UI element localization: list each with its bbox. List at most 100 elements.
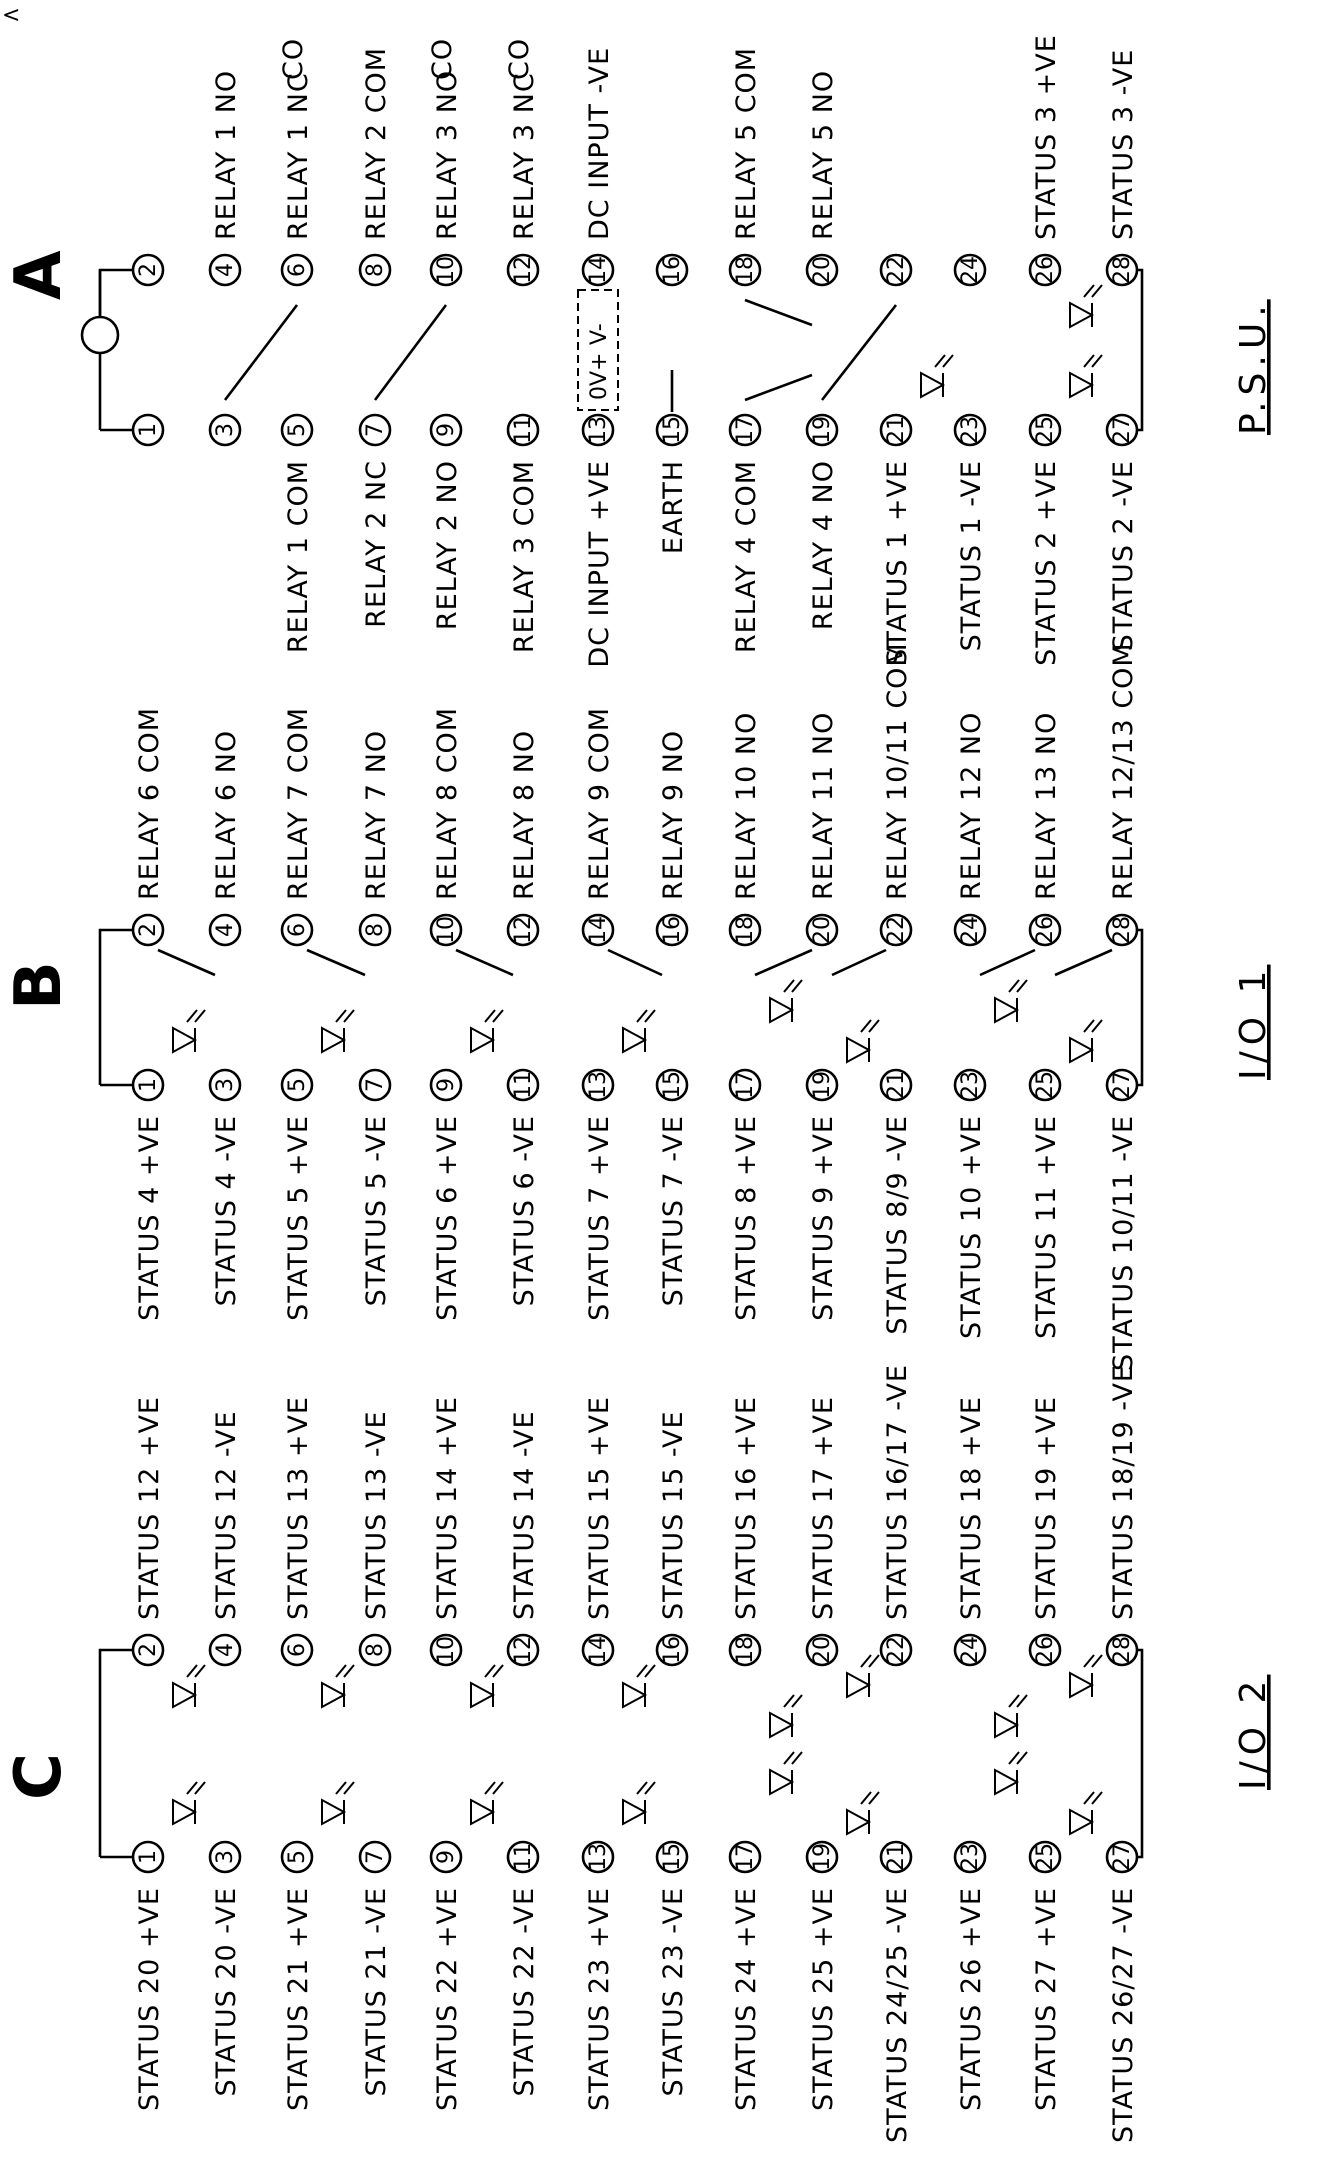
terminal-circle	[728, 1068, 762, 1102]
terminal: 12	[506, 253, 540, 287]
led-arrow	[868, 1019, 880, 1033]
close-glyph[interactable]: <	[2, 3, 20, 28]
even-terminal-label: RELAY 9 NO	[658, 730, 689, 900]
terminal-circle	[655, 413, 689, 447]
terminal: 24	[953, 1633, 987, 1667]
terminal: 2	[131, 253, 165, 287]
odd-terminal-label: RELAY 4 COM	[731, 460, 762, 653]
terminal-number: 23	[958, 416, 983, 444]
changeover-label: CO	[427, 38, 458, 80]
led-icon	[172, 1009, 206, 1054]
terminal-number: 24	[958, 916, 983, 944]
terminal: 19	[805, 413, 839, 447]
terminal-number: 25	[1033, 416, 1058, 444]
even-terminal-label: RELAY 5 NO	[808, 70, 839, 240]
led-icon	[920, 354, 954, 399]
terminal-circle	[953, 1068, 987, 1102]
terminal-number: 22	[884, 1636, 909, 1664]
terminal: 22	[879, 1633, 913, 1667]
odd-terminal-label: STATUS 20 -VE	[211, 1887, 242, 2097]
terminal-number: 2	[136, 923, 161, 937]
even-terminal-label: RELAY 7 COM	[283, 707, 314, 900]
led-arrow	[1016, 979, 1028, 993]
terminal-number: 27	[1110, 1843, 1135, 1871]
even-terminal-label: RELAY 9 COM	[584, 707, 615, 900]
led-icon	[994, 1751, 1028, 1796]
terminal-number: 23	[958, 1071, 983, 1099]
contact-blade	[754, 948, 813, 977]
led-icon	[994, 1694, 1028, 1739]
terminal: 21	[879, 413, 913, 447]
terminal-circle	[131, 253, 165, 287]
terminal-circle	[805, 1633, 839, 1667]
terminal-number: 8	[363, 1643, 388, 1657]
led-arrow	[1083, 1791, 1095, 1805]
even-terminal-label: RELAY 10/11 COM	[882, 642, 913, 900]
terminal: 8	[358, 913, 392, 947]
odd-terminal-label: STATUS 4 +VE	[134, 1115, 165, 1321]
terminal-circle	[131, 913, 165, 947]
relay-contact-icon	[306, 948, 366, 977]
terminal-circle	[506, 413, 540, 447]
odd-terminal-label: STATUS 24/25 -VE	[882, 1887, 913, 2143]
terminal-number: 28	[1110, 916, 1135, 944]
terminal: 13	[581, 1068, 615, 1102]
even-terminal-label: STATUS 18/19 -VE	[1108, 1364, 1139, 1620]
contact-blade	[306, 948, 366, 977]
terminal-number: 15	[660, 1071, 685, 1099]
even-terminal-label: STATUS 13 +VE	[283, 1396, 314, 1620]
contact-blade	[1054, 948, 1113, 977]
terminal: 9	[429, 1068, 463, 1102]
odd-terminal-label: STATUS 5 -VE	[361, 1115, 392, 1306]
led-arrow	[934, 354, 946, 368]
terminal: 12	[506, 913, 540, 947]
odd-terminal-label: STATUS 5 +VE	[283, 1115, 314, 1321]
odd-terminal-label: STATUS 22 -VE	[509, 1887, 540, 2097]
terminal: 17	[728, 1068, 762, 1102]
led-icon	[622, 1664, 656, 1709]
terminal-circle	[208, 1068, 242, 1102]
terminal-number: 19	[810, 1071, 835, 1099]
led-arrow	[492, 1009, 504, 1023]
terminal-circle	[1028, 413, 1062, 447]
terminal: 20	[805, 253, 839, 287]
even-terminal-label: RELAY 12/13 COM	[1108, 642, 1139, 900]
terminal-number: 6	[285, 263, 310, 277]
terminal: 27	[1105, 1068, 1139, 1102]
strip-frame	[1132, 268, 1144, 432]
terminal: 27	[1105, 413, 1139, 447]
section-letter: B	[2, 961, 76, 1010]
odd-terminal-label: STATUS 26 +VE	[956, 1887, 987, 2111]
terminal-circle	[953, 1633, 987, 1667]
led-arrow	[644, 1664, 656, 1678]
odd-terminal-label: STATUS 21 -VE	[361, 1887, 392, 2097]
odd-terminal-label: STATUS 23 -VE	[658, 1887, 689, 2097]
terminal-number: 1	[136, 423, 161, 437]
led-arrow	[1083, 1654, 1095, 1668]
terminal: 26	[1028, 253, 1062, 287]
terminal-number: 14	[586, 1636, 611, 1664]
terminal-number: 12	[511, 1636, 536, 1664]
even-terminal-label: STATUS 3 +VE	[1031, 34, 1062, 240]
terminal-number: 22	[884, 916, 909, 944]
terminal: 11	[506, 413, 540, 447]
terminal: 5	[280, 1840, 314, 1874]
even-terminal-label: DC INPUT -VE	[584, 47, 615, 240]
contact-blade	[455, 948, 514, 977]
odd-terminal-label: STATUS 6 +VE	[432, 1115, 463, 1321]
odd-terminal-label: STATUS 10/11 -VE	[1108, 1115, 1139, 1371]
terminal: 13	[581, 413, 615, 447]
terminal: 26	[1028, 1633, 1062, 1667]
contact-blade	[744, 298, 813, 327]
terminal-circle	[1028, 913, 1062, 947]
terminal-number: 12	[511, 916, 536, 944]
odd-terminal-label: STATUS 2 +VE	[1031, 460, 1062, 666]
terminal-number: 18	[733, 256, 758, 284]
terminal-number: 14	[586, 916, 611, 944]
led-arrow	[343, 1664, 355, 1678]
terminal-circle	[280, 1840, 314, 1874]
terminal-number: 10	[434, 256, 459, 284]
terminal: 21	[879, 1840, 913, 1874]
terminal: 15	[655, 413, 689, 447]
terminal-circle	[728, 413, 762, 447]
